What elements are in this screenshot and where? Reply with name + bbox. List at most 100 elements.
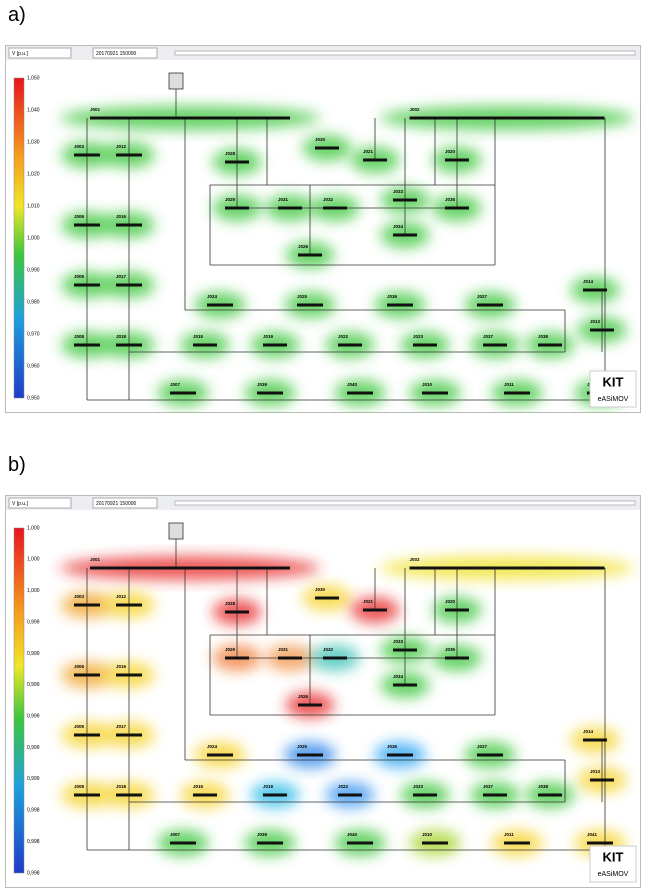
quantity-select[interactable]: V [p.u.] (12, 51, 28, 57)
busbar[interactable] (504, 842, 530, 845)
busbar[interactable] (74, 344, 100, 347)
busbar[interactable] (116, 154, 142, 157)
busbar[interactable] (193, 794, 217, 797)
busbar[interactable] (315, 597, 339, 600)
busbar[interactable] (298, 254, 322, 257)
screenshot: V [p.u.]20170921 1500001,0001,0001,0000,… (5, 495, 641, 888)
busbar[interactable] (590, 779, 614, 782)
bus-label: J027 (477, 294, 488, 299)
busbar[interactable] (445, 609, 469, 612)
busbar[interactable] (538, 794, 562, 797)
busbar[interactable] (74, 674, 100, 677)
busbar[interactable] (393, 234, 417, 237)
busbar[interactable] (74, 734, 100, 737)
busbar[interactable] (483, 344, 507, 347)
time-slider[interactable] (175, 51, 635, 55)
busbar[interactable] (90, 117, 290, 120)
busbar[interactable] (587, 842, 613, 845)
timestamp[interactable]: 20170921 150000 (96, 51, 137, 57)
bus-label: J018 (116, 784, 127, 789)
busbar[interactable] (74, 154, 100, 157)
busbar[interactable] (116, 794, 142, 797)
busbar[interactable] (298, 704, 322, 707)
busbar[interactable] (263, 794, 287, 797)
busbar[interactable] (116, 224, 142, 227)
busbar[interactable] (393, 199, 417, 202)
busbar[interactable] (477, 304, 503, 307)
busbar[interactable] (116, 674, 142, 677)
busbar[interactable] (225, 611, 249, 614)
busbar[interactable] (387, 304, 413, 307)
busbar[interactable] (297, 304, 323, 307)
busbar[interactable] (74, 604, 100, 607)
busbar[interactable] (347, 392, 373, 395)
busbar[interactable] (445, 207, 469, 210)
time-slider[interactable] (175, 501, 635, 505)
busbar[interactable] (410, 567, 605, 570)
bus-label: J029 (225, 647, 236, 652)
colorbar (14, 528, 24, 873)
busbar[interactable] (74, 794, 100, 797)
busbar[interactable] (583, 739, 607, 742)
colorbar-tick-label: 0,999 (27, 714, 40, 720)
busbar[interactable] (410, 117, 605, 120)
busbar[interactable] (263, 344, 287, 347)
busbar[interactable] (170, 842, 196, 845)
busbar[interactable] (445, 159, 469, 162)
busbar[interactable] (116, 284, 142, 287)
bus-label: J035 (445, 647, 456, 652)
busbar[interactable] (338, 344, 362, 347)
busbar[interactable] (90, 567, 290, 570)
busbar[interactable] (323, 207, 347, 210)
colorbar-tick-label: 1,000 (27, 525, 40, 531)
busbar[interactable] (278, 657, 302, 660)
busbar[interactable] (225, 657, 249, 660)
busbar[interactable] (483, 794, 507, 797)
frame (6, 496, 641, 888)
busbar[interactable] (225, 207, 249, 210)
busbar[interactable] (590, 329, 614, 332)
busbar[interactable] (278, 207, 302, 210)
busbar[interactable] (207, 304, 233, 307)
busbar[interactable] (338, 794, 362, 797)
bus-label: J021 (363, 599, 374, 604)
timestamp[interactable]: 20170921 150000 (96, 501, 137, 507)
busbar[interactable] (583, 289, 607, 292)
busbar[interactable] (323, 657, 347, 660)
busbar[interactable] (363, 159, 387, 162)
busbar[interactable] (193, 344, 217, 347)
busbar[interactable] (422, 392, 448, 395)
bus-label: J026 (298, 694, 309, 699)
busbar[interactable] (347, 842, 373, 845)
busbar[interactable] (393, 684, 417, 687)
busbar[interactable] (257, 392, 283, 395)
bus-label: J035 (445, 197, 456, 202)
busbar[interactable] (393, 649, 417, 652)
busbar[interactable] (116, 734, 142, 737)
busbar[interactable] (74, 284, 100, 287)
busbar[interactable] (116, 344, 142, 347)
bus-label: J028 (225, 151, 236, 156)
busbar[interactable] (477, 754, 503, 757)
quantity-select[interactable]: V [p.u.] (12, 501, 28, 507)
busbar[interactable] (445, 657, 469, 660)
bus-label: J031 (278, 197, 289, 202)
busbar[interactable] (74, 224, 100, 227)
busbar[interactable] (207, 754, 233, 757)
bus-label: J009 (74, 274, 85, 279)
bus-label: J031 (278, 647, 289, 652)
busbar[interactable] (315, 147, 339, 150)
busbar[interactable] (504, 392, 530, 395)
busbar[interactable] (363, 609, 387, 612)
busbar[interactable] (116, 604, 142, 607)
busbar[interactable] (257, 842, 283, 845)
colorbar-tick-label: 1,050 (27, 75, 40, 81)
busbar[interactable] (170, 392, 196, 395)
busbar[interactable] (422, 842, 448, 845)
busbar[interactable] (413, 794, 437, 797)
busbar[interactable] (413, 344, 437, 347)
busbar[interactable] (225, 161, 249, 164)
busbar[interactable] (297, 754, 323, 757)
busbar[interactable] (538, 344, 562, 347)
busbar[interactable] (387, 754, 413, 757)
